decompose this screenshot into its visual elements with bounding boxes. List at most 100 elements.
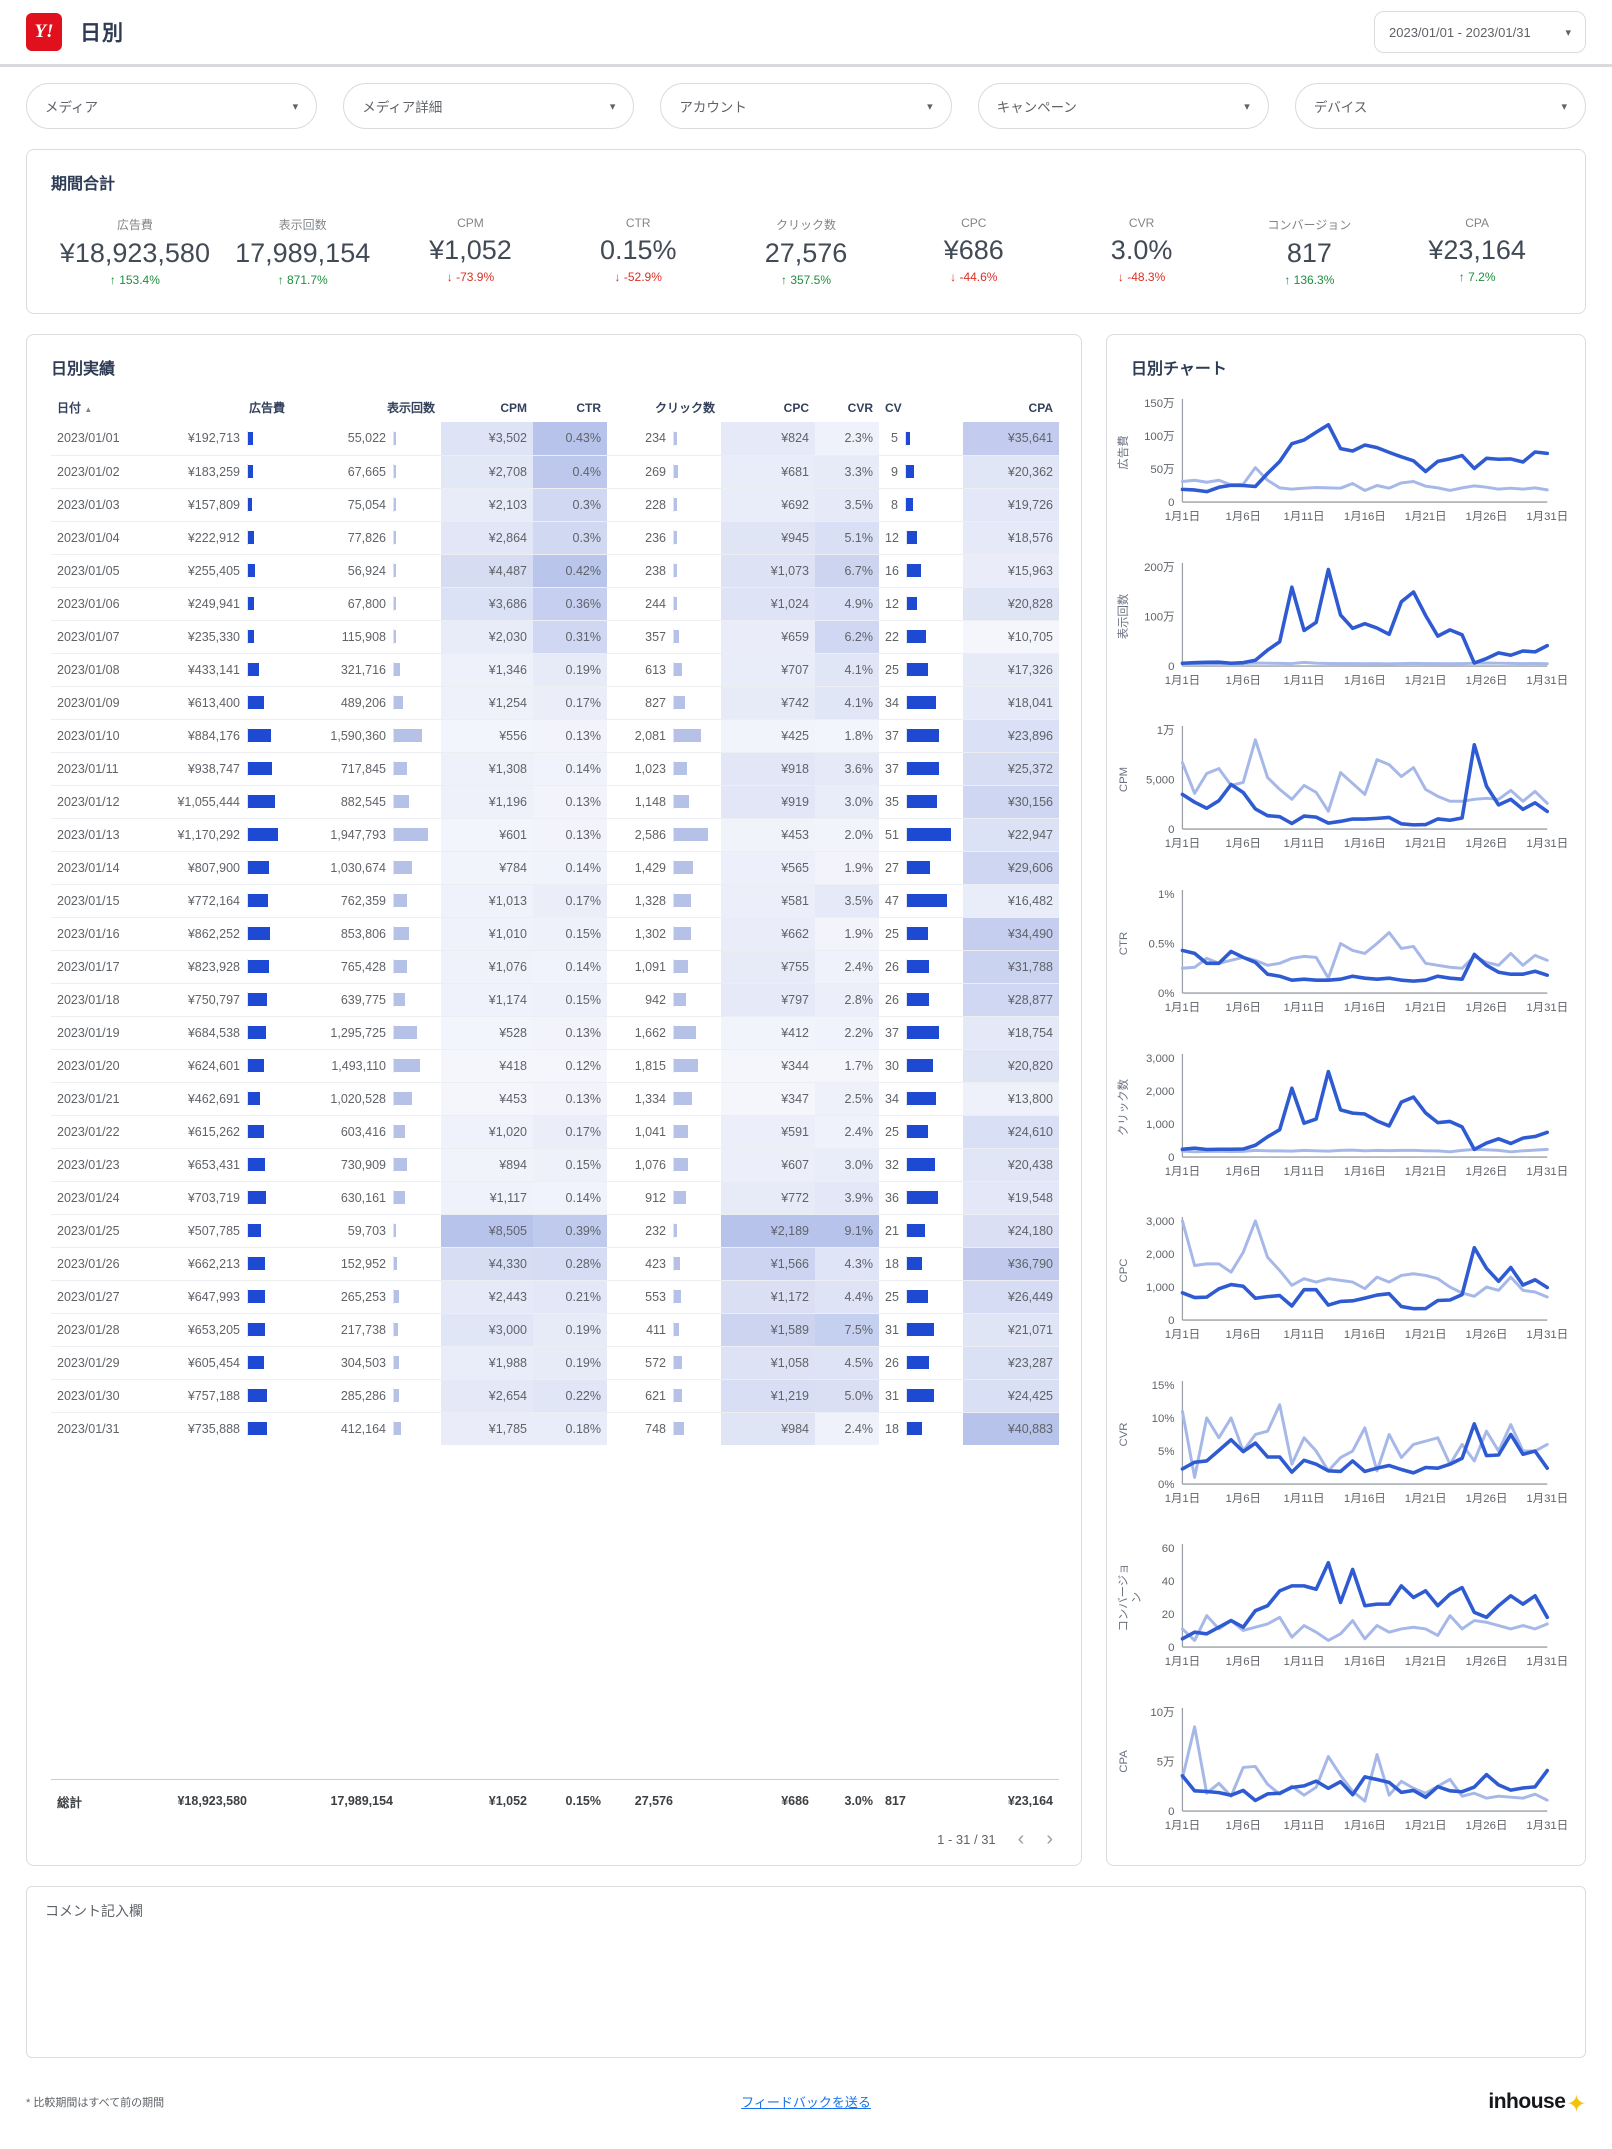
send-feedback-link[interactable]: フィードバックを送る: [741, 2095, 871, 2110]
value-bar: [674, 828, 708, 841]
pagination-next-button[interactable]: ›: [1046, 1828, 1053, 1850]
bar-zone: [247, 860, 285, 875]
cell-cpm: ¥1,010: [441, 916, 533, 950]
cell-spend: ¥662,213: [143, 1246, 291, 1280]
column-header-cv[interactable]: CV: [885, 400, 902, 415]
bar-cell: ¥653,205: [149, 1322, 285, 1337]
cpa-previous-line: [1180, 1725, 1549, 1803]
cell-clicks: 1,302: [607, 916, 721, 950]
cell-value: 1,030,674: [330, 860, 386, 875]
pagination-prev-button[interactable]: ‹: [1017, 1828, 1025, 1850]
bar-cell: ¥807,900: [149, 860, 285, 875]
bar-cell: 1,023: [613, 761, 715, 776]
column-header-ctr[interactable]: CTR: [576, 400, 601, 415]
svg-text:0: 0: [1168, 1315, 1174, 1327]
bar-cell: 423: [613, 1256, 715, 1271]
column-header-date[interactable]: 日付 ▲: [57, 401, 93, 415]
main-area: 日別実績 日付 ▲ 広告費 表示回数 CPM CTR クリック数 CPC CVR CV CPA 20…: [26, 334, 1586, 1866]
bar-cell: 26: [885, 1355, 957, 1370]
date-range-selector[interactable]: 2023/01/01 - 2023/01/31 ▾: [1374, 11, 1586, 53]
bar-zone: [905, 1091, 957, 1106]
value-bar: [394, 762, 407, 775]
cell-cvr: 2.3%: [815, 422, 879, 455]
bar-zone: [673, 464, 715, 479]
column-header-impressions[interactable]: 表示回数: [386, 401, 435, 415]
cell-cpm: ¥601: [441, 817, 533, 851]
cell-cpm: ¥3,000: [441, 1312, 533, 1346]
column-header-clicks[interactable]: クリック数: [654, 401, 715, 415]
bar-zone: [393, 464, 435, 479]
cell-cpm: ¥1,020: [441, 1114, 533, 1148]
bar-zone: [905, 959, 957, 974]
bar-zone: [673, 794, 715, 809]
comment-box[interactable]: コメント記入欄: [26, 1886, 1586, 2058]
cell-cvr: 5.0%: [815, 1378, 879, 1412]
cell-date: 2023/01/19: [51, 1015, 143, 1049]
value-bar: [674, 1026, 696, 1039]
cell-cpa: ¥23,896: [963, 718, 1059, 752]
cell-value: ¥1,170,292: [177, 827, 240, 842]
bar-zone: [247, 563, 285, 578]
cpc-previous-line: [1180, 1219, 1549, 1299]
cell-value: 59,703: [347, 1223, 386, 1238]
value-bar: [906, 431, 911, 445]
cell-value: ¥684,538: [187, 1025, 240, 1040]
value-bar: [394, 1323, 398, 1336]
cell-value: 32: [885, 1157, 899, 1172]
column-header-cpa[interactable]: CPA: [1028, 400, 1053, 415]
cell-date: 2023/01/16: [51, 916, 143, 950]
total-ctr: 0.15%: [533, 1778, 607, 1823]
cell-value: 5: [891, 431, 898, 446]
filter-media-detail[interactable]: メディア詳細 ▾: [343, 83, 635, 129]
cell-clicks: 234: [607, 422, 721, 455]
cell-cpm: ¥556: [441, 718, 533, 752]
daily-charts-panel: 日別チャート 0 50万 100万 150万 1月1日 1月6日 1月11日 1月16日 1月2…: [1106, 334, 1586, 1866]
bar-cell: ¥222,912: [149, 530, 285, 545]
filter-campaign[interactable]: キャンペーン ▾: [977, 83, 1269, 129]
cell-value: 232: [645, 1223, 666, 1238]
svg-text:150万: 150万: [1144, 398, 1174, 410]
cell-impressions: 1,947,793: [291, 817, 441, 851]
cell-cv: 34: [879, 685, 963, 719]
bar-cell: 34: [885, 1091, 957, 1106]
column-header-cvr[interactable]: CVR: [847, 400, 873, 415]
svg-text:1月1日: 1月1日: [1165, 1493, 1200, 1505]
total-label: 総計: [51, 1778, 143, 1823]
bar-zone: [673, 926, 715, 941]
cell-cpa: ¥24,610: [963, 1114, 1059, 1148]
filter-media[interactable]: メディア ▾: [26, 83, 318, 129]
bar-zone: [247, 1388, 285, 1403]
cell-value: ¥615,262: [187, 1124, 240, 1139]
cell-value: 304,503: [340, 1355, 386, 1370]
footer: * 比較期間はすべて前の期間 フィードバックを送る inhouse ✦: [26, 2084, 1586, 2120]
column-header-cpc[interactable]: CPC: [783, 400, 809, 415]
bar-cell: ¥862,252: [149, 926, 285, 941]
bar-zone: [393, 1190, 435, 1205]
bar-zone: [393, 893, 435, 908]
table-row: 2023/01/10 ¥884,176 1,590,360 ¥556 0.13% 2,08…: [51, 718, 1059, 752]
cell-cpm: ¥2,708: [441, 454, 533, 488]
cell-impressions: 1,295,725: [291, 1015, 441, 1049]
filter-device[interactable]: デバイス ▾: [1294, 83, 1587, 129]
svg-text:1月11日: 1月11日: [1284, 1820, 1325, 1832]
column-header-spend[interactable]: 広告費: [248, 401, 285, 415]
cell-cvr: 3.3%: [815, 454, 879, 488]
bar-cell: 357: [613, 629, 715, 644]
bar-cell: 1,020,528: [297, 1091, 435, 1106]
bar-zone: [393, 926, 435, 941]
cell-value: 12: [885, 596, 899, 611]
cell-value: ¥807,900: [187, 860, 240, 875]
bar-cell: 1,429: [613, 860, 715, 875]
table-row: 2023/01/01 ¥192,713 55,022 ¥3,502 0.43% 234 ¥8…: [51, 422, 1059, 455]
cell-value: 817: [885, 1794, 906, 1809]
chart-cpc: 0 1,000 2,000 3,000 1月1日 1月6日 1月11日 1月16日 1月21日 1…: [1113, 1211, 1579, 1375]
bar-zone: [673, 1058, 715, 1073]
svg-text:0: 0: [1168, 661, 1174, 673]
cpm-current-line: [1180, 743, 1550, 827]
column-header-cpm[interactable]: CPM: [500, 400, 527, 415]
cell-cpc: ¥1,172: [721, 1279, 815, 1313]
cell-ctr: 0.21%: [533, 1279, 607, 1313]
value-bar: [906, 1224, 926, 1237]
filter-account[interactable]: アカウント ▾: [660, 83, 952, 129]
value-bar: [906, 828, 951, 841]
